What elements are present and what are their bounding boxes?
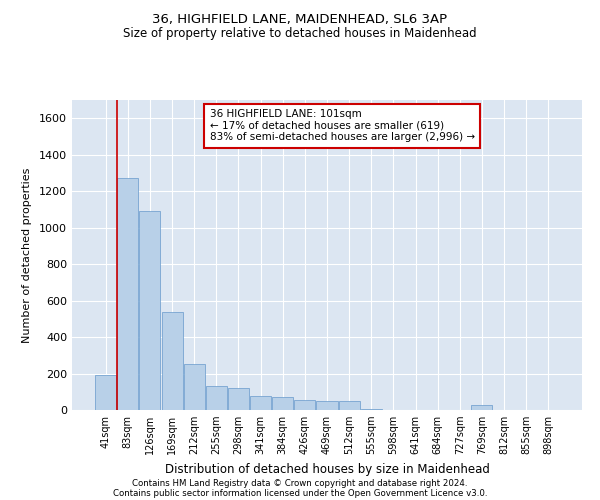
Bar	[228, 388, 249, 410]
Bar	[250, 396, 271, 410]
Bar	[295, 400, 316, 410]
Bar	[161, 312, 182, 410]
Bar	[338, 401, 359, 410]
Text: 36 HIGHFIELD LANE: 101sqm
← 17% of detached houses are smaller (619)
83% of semi: 36 HIGHFIELD LANE: 101sqm ← 17% of detac…	[210, 110, 475, 142]
Bar	[316, 401, 338, 410]
Bar	[272, 397, 293, 410]
Bar	[361, 409, 382, 410]
Text: Contains HM Land Registry data © Crown copyright and database right 2024.: Contains HM Land Registry data © Crown c…	[132, 478, 468, 488]
Text: 36, HIGHFIELD LANE, MAIDENHEAD, SL6 3AP: 36, HIGHFIELD LANE, MAIDENHEAD, SL6 3AP	[152, 12, 448, 26]
Text: Contains public sector information licensed under the Open Government Licence v3: Contains public sector information licen…	[113, 488, 487, 498]
Bar	[139, 211, 160, 410]
Bar	[206, 386, 227, 410]
X-axis label: Distribution of detached houses by size in Maidenhead: Distribution of detached houses by size …	[164, 462, 490, 475]
Y-axis label: Number of detached properties: Number of detached properties	[22, 168, 32, 342]
Bar	[95, 376, 116, 410]
Bar	[472, 404, 493, 410]
Bar	[184, 364, 205, 410]
Text: Size of property relative to detached houses in Maidenhead: Size of property relative to detached ho…	[123, 28, 477, 40]
Bar	[118, 178, 139, 410]
